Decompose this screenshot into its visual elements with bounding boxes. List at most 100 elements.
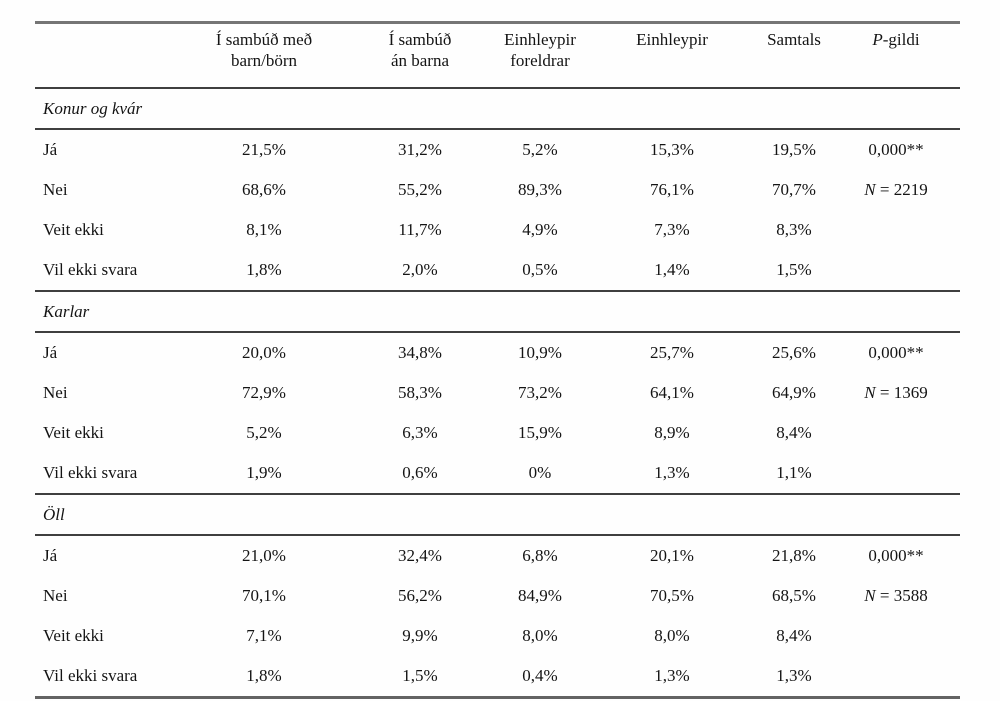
col-header-pvalue: P-gildi bbox=[832, 22, 960, 89]
value-cell: 25,7% bbox=[650, 343, 694, 362]
stat-value: 0,000** bbox=[868, 343, 924, 362]
row-label: Veit ekki bbox=[43, 626, 104, 645]
value-cell: 34,8% bbox=[398, 343, 442, 362]
value-cell: 21,0% bbox=[242, 546, 286, 565]
pvalue-italic-part: P bbox=[872, 30, 883, 49]
data-row-vil-ekki-svara: Vil ekki svara 1,9% 0,6% 0% 1,3% 1,1% bbox=[35, 453, 960, 494]
data-row-veit-ekki: Veit ekki 7,1% 9,9% 8,0% 8,0% 8,4% bbox=[35, 616, 960, 656]
col-header-line: Í sambúð bbox=[388, 30, 452, 49]
stat-value: = 1369 bbox=[875, 383, 928, 402]
data-row-nei: Nei 72,9% 58,3% 73,2% 64,1% 64,9% N = 13… bbox=[35, 373, 960, 413]
col-header-line: án barna bbox=[390, 51, 450, 71]
value-cell: 19,5% bbox=[772, 140, 816, 159]
col-header-line: Einhleypir bbox=[504, 30, 576, 49]
col-header-partner-with-children: Í sambúð með barn/börn bbox=[180, 22, 348, 89]
data-row-ja: Já 20,0% 34,8% 10,9% 25,7% 25,6% 0,000** bbox=[35, 332, 960, 373]
col-header-line: Í sambúð með bbox=[215, 30, 313, 49]
value-cell: 68,5% bbox=[772, 586, 816, 605]
value-cell: 1,5% bbox=[776, 260, 812, 279]
value-cell: 32,4% bbox=[398, 546, 442, 565]
value-cell: 5,2% bbox=[522, 140, 558, 159]
stat-cell bbox=[832, 210, 960, 250]
section-row-oll: Öll bbox=[35, 493, 960, 536]
stat-value: 0,000** bbox=[868, 546, 924, 565]
value-cell: 1,8% bbox=[246, 260, 282, 279]
stat-italic-part: N bbox=[864, 383, 876, 402]
value-cell: 73,2% bbox=[518, 383, 562, 402]
section-title: Konur og kvár bbox=[35, 87, 960, 130]
row-label: Veit ekki bbox=[43, 220, 104, 239]
col-header-line: barn/börn bbox=[230, 51, 298, 71]
value-cell: 1,3% bbox=[776, 666, 812, 685]
value-cell: 21,8% bbox=[772, 546, 816, 565]
row-label: Vil ekki svara bbox=[43, 666, 138, 685]
value-cell: 84,9% bbox=[518, 586, 562, 605]
value-cell: 1,4% bbox=[654, 260, 690, 279]
stat-cell bbox=[832, 250, 960, 291]
data-row-vil-ekki-svara: Vil ekki svara 1,8% 1,5% 0,4% 1,3% 1,3% bbox=[35, 656, 960, 698]
data-row-veit-ekki: Veit ekki 5,2% 6,3% 15,9% 8,9% 8,4% bbox=[35, 413, 960, 453]
stat-value: = 3588 bbox=[875, 586, 928, 605]
row-label: Vil ekki svara bbox=[43, 463, 138, 482]
value-cell: 1,8% bbox=[246, 666, 282, 685]
stat-cell: 0,000** bbox=[832, 535, 960, 576]
value-cell: 64,1% bbox=[650, 383, 694, 402]
stat-cell: N = 1369 bbox=[832, 373, 960, 413]
value-cell: 68,6% bbox=[242, 180, 286, 199]
value-cell: 7,3% bbox=[654, 220, 690, 239]
value-cell: 70,1% bbox=[242, 586, 286, 605]
col-header-line: foreldrar bbox=[510, 51, 570, 71]
col-header-single-parents: Einhleypir foreldrar bbox=[492, 22, 588, 89]
value-cell: 1,3% bbox=[654, 463, 690, 482]
value-cell: 8,1% bbox=[246, 220, 282, 239]
value-cell: 8,9% bbox=[654, 423, 690, 442]
row-label: Nei bbox=[43, 180, 68, 199]
value-cell: 0,6% bbox=[402, 463, 438, 482]
value-cell: 58,3% bbox=[398, 383, 442, 402]
col-header-line: Samtals bbox=[767, 30, 821, 49]
value-cell: 2,0% bbox=[402, 260, 438, 279]
value-cell: 1,9% bbox=[246, 463, 282, 482]
value-cell: 9,9% bbox=[402, 626, 438, 645]
results-table: Í sambúð með barn/börn Í sambúð án barna… bbox=[35, 21, 960, 699]
stat-cell: 0,000** bbox=[832, 129, 960, 170]
value-cell: 20,1% bbox=[650, 546, 694, 565]
value-cell: 25,6% bbox=[772, 343, 816, 362]
table-header-row: Í sambúð með barn/börn Í sambúð án barna… bbox=[35, 22, 960, 89]
col-header-total: Samtals bbox=[756, 22, 832, 89]
value-cell: 31,2% bbox=[398, 140, 442, 159]
stat-cell bbox=[832, 453, 960, 494]
value-cell: 89,3% bbox=[518, 180, 562, 199]
section-title: Öll bbox=[35, 493, 960, 536]
data-row-nei: Nei 70,1% 56,2% 84,9% 70,5% 68,5% N = 35… bbox=[35, 576, 960, 616]
stat-cell: 0,000** bbox=[832, 332, 960, 373]
col-header-empty bbox=[35, 22, 180, 89]
col-header-line: Einhleypir bbox=[636, 30, 708, 49]
value-cell: 15,9% bbox=[518, 423, 562, 442]
value-cell: 1,3% bbox=[654, 666, 690, 685]
stat-value: = 2219 bbox=[875, 180, 928, 199]
value-cell: 70,7% bbox=[772, 180, 816, 199]
stat-italic-part: N bbox=[864, 586, 876, 605]
value-cell: 55,2% bbox=[398, 180, 442, 199]
value-cell: 6,3% bbox=[402, 423, 438, 442]
value-cell: 10,9% bbox=[518, 343, 562, 362]
value-cell: 11,7% bbox=[398, 220, 442, 239]
data-row-ja: Já 21,5% 31,2% 5,2% 15,3% 19,5% 0,000** bbox=[35, 129, 960, 170]
stat-cell bbox=[832, 656, 960, 698]
value-cell: 0,4% bbox=[522, 666, 558, 685]
row-label: Vil ekki svara bbox=[43, 260, 138, 279]
row-label: Nei bbox=[43, 383, 68, 402]
col-header-partner-no-children: Í sambúð án barna bbox=[348, 22, 492, 89]
value-cell: 15,3% bbox=[650, 140, 694, 159]
col-header-single: Einhleypir bbox=[588, 22, 756, 89]
section-row-konur-og-kvar: Konur og kvár bbox=[35, 87, 960, 130]
value-cell: 70,5% bbox=[650, 586, 694, 605]
value-cell: 8,0% bbox=[522, 626, 558, 645]
section-title: Karlar bbox=[35, 290, 960, 333]
row-label: Já bbox=[43, 546, 58, 565]
value-cell: 8,4% bbox=[776, 423, 812, 442]
value-cell: 56,2% bbox=[398, 586, 442, 605]
value-cell: 1,5% bbox=[402, 666, 438, 685]
